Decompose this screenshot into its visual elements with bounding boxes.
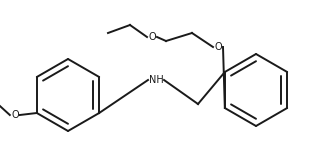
Text: O: O bbox=[148, 32, 156, 42]
Text: O: O bbox=[214, 42, 222, 52]
Text: O: O bbox=[11, 110, 19, 120]
Text: NH: NH bbox=[148, 75, 164, 85]
